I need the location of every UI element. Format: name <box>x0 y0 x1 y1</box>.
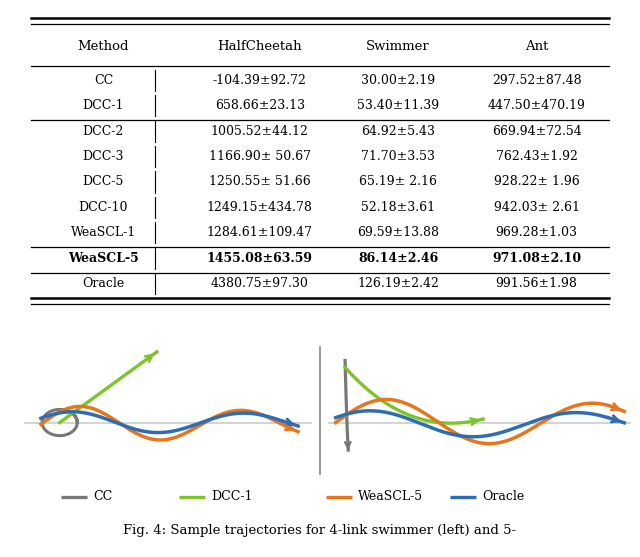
Text: 4380.75±97.30: 4380.75±97.30 <box>211 277 308 290</box>
Text: WeaSCL-5: WeaSCL-5 <box>68 252 139 265</box>
Text: 1005.52±44.12: 1005.52±44.12 <box>211 125 308 138</box>
Text: 991.56±1.98: 991.56±1.98 <box>495 277 577 290</box>
Text: 658.66±23.13: 658.66±23.13 <box>215 99 305 112</box>
Text: CC: CC <box>93 490 113 503</box>
Text: DCC-1: DCC-1 <box>83 99 124 112</box>
Text: Method: Method <box>77 40 129 53</box>
Text: DCC-10: DCC-10 <box>79 201 128 214</box>
Text: HalfCheetah: HalfCheetah <box>218 40 302 53</box>
Text: WeaSCL-5: WeaSCL-5 <box>358 490 424 503</box>
Text: -104.39±92.72: -104.39±92.72 <box>213 74 307 87</box>
Text: 971.08±2.10: 971.08±2.10 <box>492 252 581 265</box>
Text: DCC-5: DCC-5 <box>83 175 124 188</box>
Text: 65.19± 2.16: 65.19± 2.16 <box>359 175 437 188</box>
Text: 126.19±2.42: 126.19±2.42 <box>357 277 439 290</box>
Text: Fig. 4: Sample trajectories for 4-link swimmer (left) and 5-: Fig. 4: Sample trajectories for 4-link s… <box>124 525 516 538</box>
Text: 64.92±5.43: 64.92±5.43 <box>361 125 435 138</box>
Text: 53.40±11.39: 53.40±11.39 <box>357 99 439 112</box>
Text: 969.28±1.03: 969.28±1.03 <box>495 226 577 239</box>
Text: 297.52±87.48: 297.52±87.48 <box>492 74 581 87</box>
Text: 669.94±72.54: 669.94±72.54 <box>492 125 582 138</box>
Text: 447.50±470.19: 447.50±470.19 <box>488 99 586 112</box>
Text: 942.03± 2.61: 942.03± 2.61 <box>493 201 580 214</box>
Text: DCC-2: DCC-2 <box>83 125 124 138</box>
Text: CC: CC <box>94 74 113 87</box>
Text: 1455.08±63.59: 1455.08±63.59 <box>207 252 313 265</box>
Text: 86.14±2.46: 86.14±2.46 <box>358 252 438 265</box>
Text: 1284.61±109.47: 1284.61±109.47 <box>207 226 313 239</box>
Text: 52.18±3.61: 52.18±3.61 <box>361 201 435 214</box>
Text: 71.70±3.53: 71.70±3.53 <box>361 150 435 163</box>
Text: WeaSCL-1: WeaSCL-1 <box>71 226 136 239</box>
Text: 1250.55± 51.66: 1250.55± 51.66 <box>209 175 310 188</box>
Text: 928.22± 1.96: 928.22± 1.96 <box>493 175 579 188</box>
Text: DCC-3: DCC-3 <box>83 150 124 163</box>
Text: Ant: Ant <box>525 40 548 53</box>
Text: Oracle: Oracle <box>482 490 524 503</box>
Text: 1166.90± 50.67: 1166.90± 50.67 <box>209 150 311 163</box>
Text: 30.00±2.19: 30.00±2.19 <box>361 74 435 87</box>
Text: 69.59±13.88: 69.59±13.88 <box>357 226 439 239</box>
Text: Oracle: Oracle <box>83 277 125 290</box>
Text: 1249.15±434.78: 1249.15±434.78 <box>207 201 313 214</box>
Text: 762.43±1.92: 762.43±1.92 <box>495 150 577 163</box>
Text: DCC-1: DCC-1 <box>211 490 253 503</box>
Text: Swimmer: Swimmer <box>366 40 430 53</box>
